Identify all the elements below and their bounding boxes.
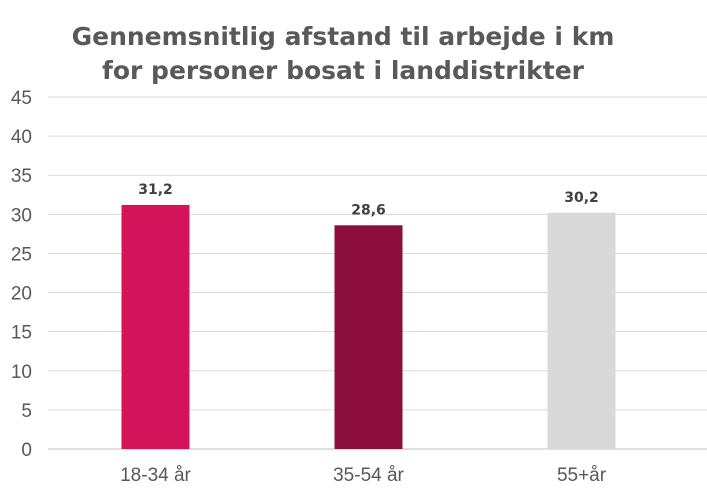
x-tick-label: 35-54 år <box>333 465 404 486</box>
bar <box>547 212 616 449</box>
x-tick-label: 55+år <box>557 465 607 486</box>
bars <box>121 204 616 449</box>
chart-title-line-1: Gennemsnitlig afstand til arbejde i km <box>71 22 615 51</box>
chart-title: Gennemsnitlig afstand til arbejde i km f… <box>0 20 686 88</box>
x-tick-label: 18-34 år <box>120 465 191 486</box>
bar <box>334 225 403 449</box>
y-axis-ticks: 0 5 10 15 20 25 30 35 40 45 <box>11 88 32 461</box>
value-label: 28,6 <box>351 202 386 218</box>
y-tick-label: 0 <box>21 440 32 461</box>
value-label: 31,2 <box>138 182 173 198</box>
y-tick-label: 20 <box>11 284 32 305</box>
chart-title-line-2: for personer bosat i landdistrikter <box>101 56 585 85</box>
y-tick-label: 40 <box>11 127 32 148</box>
value-labels: 31,2 28,6 30,2 <box>138 182 599 218</box>
y-tick-label: 30 <box>11 205 32 226</box>
bar <box>121 204 190 449</box>
y-tick-label: 35 <box>11 166 32 187</box>
y-tick-label: 15 <box>11 323 32 344</box>
x-axis-ticks: 18-34 år 35-54 år 55+år <box>120 465 607 486</box>
value-label: 30,2 <box>564 190 599 206</box>
y-tick-label: 10 <box>11 362 32 383</box>
y-tick-label: 25 <box>11 244 32 265</box>
y-tick-label: 5 <box>21 401 32 422</box>
y-tick-label: 45 <box>11 88 32 109</box>
